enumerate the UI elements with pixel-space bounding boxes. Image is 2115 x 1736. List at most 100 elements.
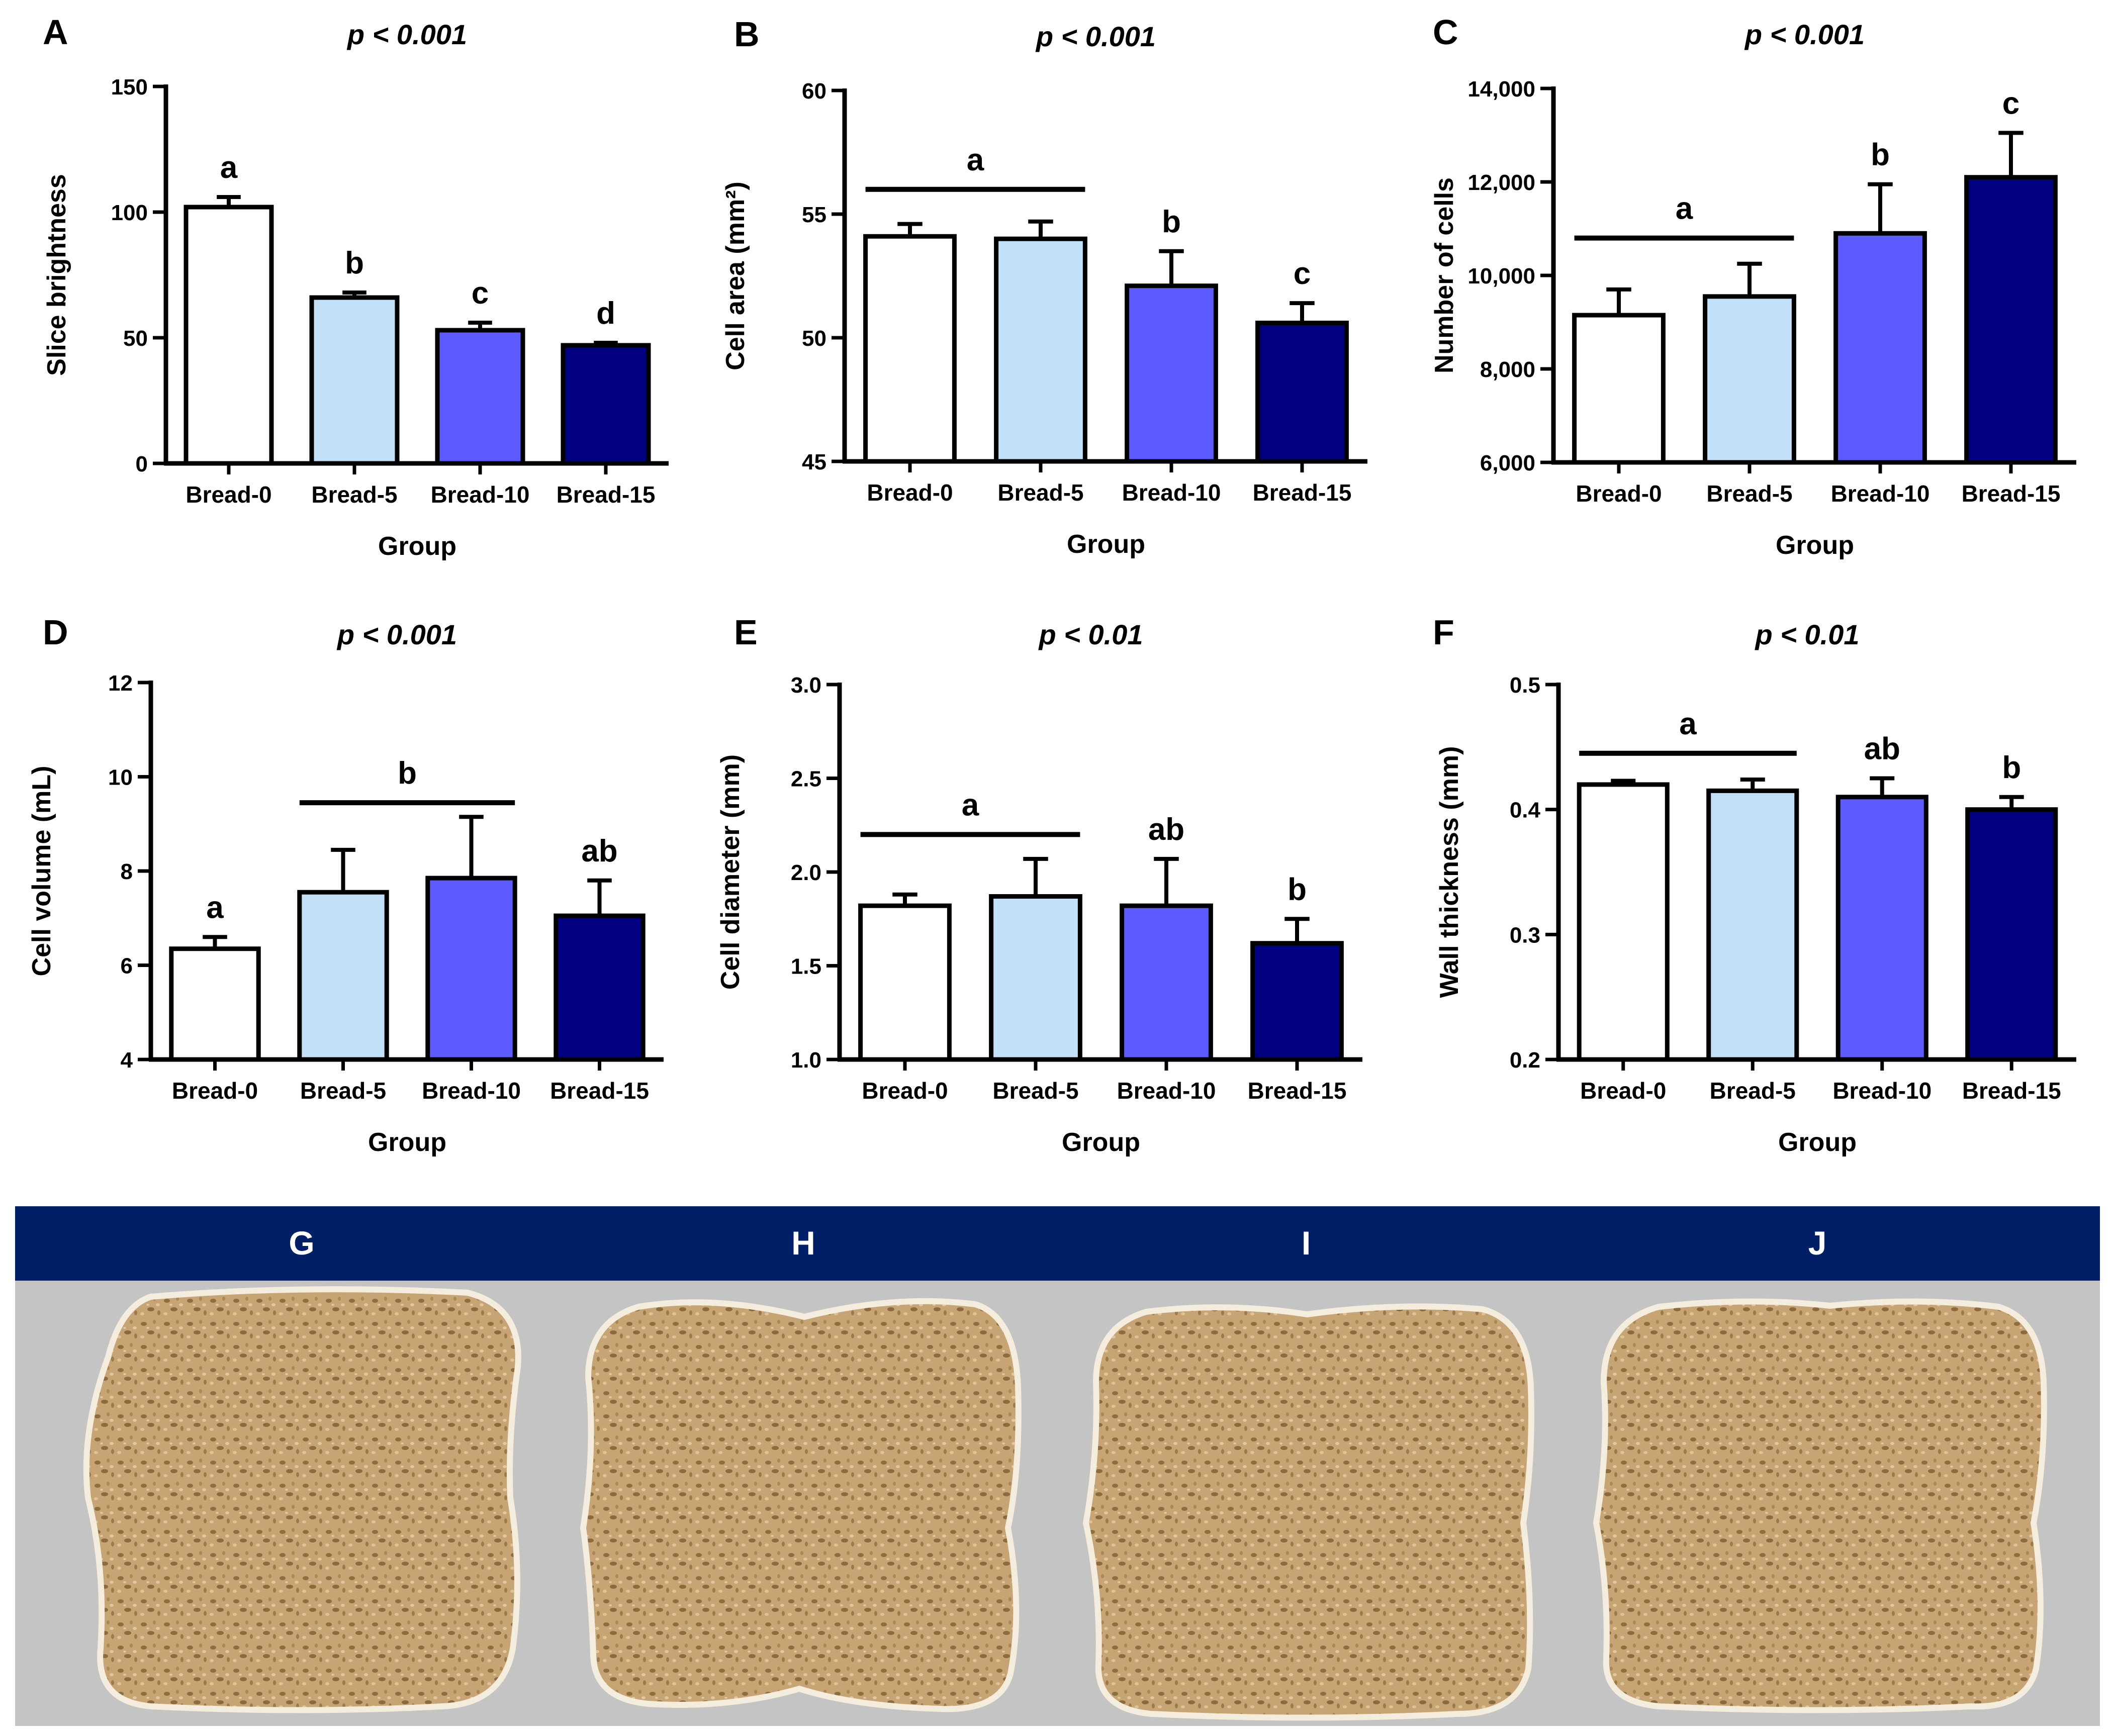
y-tick-label-d-0: 4 xyxy=(121,1048,133,1073)
pvalue-a: p < 0.001 xyxy=(346,19,467,50)
y-tick-label-e-1: 1.5 xyxy=(791,954,821,979)
bread-slice-g xyxy=(83,1286,521,1713)
x-tick-label-f-1: Bread-5 xyxy=(1710,1078,1796,1104)
bar-e-bread-0 xyxy=(858,903,952,1062)
sig-letter-b-0: a xyxy=(967,143,984,177)
bread-slice-h xyxy=(580,1298,1022,1712)
x-tick-label-e-0: Bread-0 xyxy=(862,1078,948,1104)
image-label-j: J xyxy=(1808,1224,1827,1262)
x-tick-label-a-3: Bread-15 xyxy=(557,481,656,508)
y-tick-label-c-4: 14,000 xyxy=(1467,77,1535,102)
sig-letter-e-0: a xyxy=(962,788,979,822)
pvalue-f: p < 0.01 xyxy=(1754,619,1859,650)
pvalue-d: p < 0.001 xyxy=(336,619,457,650)
sig-letter-f-0: a xyxy=(1679,707,1697,741)
y-tick-label-e-0: 1.0 xyxy=(791,1048,821,1073)
bar-d-bread-5 xyxy=(297,890,389,1062)
bar-e-bread-10 xyxy=(1120,903,1213,1062)
y-tick-label-b-3: 60 xyxy=(802,79,826,104)
bar-d-bread-10 xyxy=(425,876,517,1062)
bar-c-bread-15 xyxy=(1964,175,2058,465)
x-tick-label-c-2: Bread-10 xyxy=(1831,480,1930,507)
sig-letter-c-2: c xyxy=(2002,86,2019,121)
x-tick-label-b-1: Bread-5 xyxy=(997,479,1083,506)
x-axis-title-a: Group xyxy=(378,532,456,561)
bar-e-bread-5 xyxy=(989,894,1082,1062)
x-tick-label-d-0: Bread-0 xyxy=(172,1078,258,1104)
y-axis-title-f: Wall thickness (mm) xyxy=(1435,746,1464,998)
x-tick-label-c-1: Bread-5 xyxy=(1706,480,1792,507)
x-tick-label-f-2: Bread-10 xyxy=(1832,1078,1932,1104)
y-axis-title-c: Number of cells xyxy=(1430,177,1459,373)
sig-letter-a-3: d xyxy=(596,296,615,331)
sig-letter-e-1: ab xyxy=(1148,812,1184,847)
y-tick-label-e-2: 2.0 xyxy=(791,860,821,885)
y-tick-label-d-3: 10 xyxy=(108,765,133,790)
bar-a-bread-0 xyxy=(183,205,274,466)
y-tick-label-f-2: 0.4 xyxy=(1510,798,1541,823)
bar-f-bread-5 xyxy=(1706,788,1799,1062)
y-tick-label-d-4: 12 xyxy=(108,671,133,696)
pvalue-b: p < 0.001 xyxy=(1035,21,1156,52)
y-tick-label-e-4: 3.0 xyxy=(791,673,821,698)
y-tick-label-f-3: 0.5 xyxy=(1510,673,1540,698)
x-tick-label-a-0: Bread-0 xyxy=(186,481,271,508)
sig-letter-f-2: b xyxy=(2002,750,2021,785)
x-tick-label-f-3: Bread-15 xyxy=(1962,1078,2061,1104)
x-tick-label-d-3: Bread-15 xyxy=(550,1078,649,1104)
x-axis-title-f: Group xyxy=(1778,1128,1857,1157)
bread-slice-i xyxy=(1082,1303,1534,1721)
x-tick-label-b-2: Bread-10 xyxy=(1122,479,1221,506)
y-tick-label-a-2: 100 xyxy=(111,201,148,225)
panel-letter-e: E xyxy=(734,613,758,652)
sig-letter-a-0: a xyxy=(220,150,238,185)
pvalue-c: p < 0.001 xyxy=(1744,19,1865,50)
bar-c-bread-10 xyxy=(1833,231,1927,465)
x-tick-label-a-1: Bread-5 xyxy=(311,481,397,508)
bar-b-bread-10 xyxy=(1125,283,1218,464)
y-tick-label-c-0: 6,000 xyxy=(1480,451,1535,475)
x-tick-label-d-2: Bread-10 xyxy=(422,1078,521,1104)
sig-letter-a-2: c xyxy=(472,276,489,311)
images-label-banner xyxy=(15,1206,2100,1281)
x-axis-title-d: Group xyxy=(368,1128,446,1157)
y-tick-label-a-1: 50 xyxy=(123,326,148,351)
bar-e-bread-15 xyxy=(1250,941,1344,1062)
x-tick-label-c-3: Bread-15 xyxy=(1962,480,2061,507)
sig-letter-b-1: b xyxy=(1162,205,1181,239)
panel-letter-f: F xyxy=(1433,613,1454,652)
y-tick-label-f-1: 0.3 xyxy=(1510,923,1540,947)
sig-letter-d-2: ab xyxy=(581,834,617,869)
x-tick-label-e-3: Bread-15 xyxy=(1248,1078,1347,1104)
x-axis-title-e: Group xyxy=(1062,1128,1140,1157)
y-tick-label-c-3: 12,000 xyxy=(1467,170,1535,195)
bar-d-bread-0 xyxy=(169,946,261,1062)
bread-slice-j xyxy=(1593,1298,2047,1713)
x-tick-label-c-0: Bread-0 xyxy=(1576,480,1662,507)
sig-letter-a-1: b xyxy=(345,246,364,280)
y-tick-label-f-0: 0.2 xyxy=(1510,1048,1540,1073)
pvalue-e: p < 0.01 xyxy=(1038,619,1143,650)
y-tick-label-c-2: 10,000 xyxy=(1467,264,1535,288)
bar-a-bread-5 xyxy=(309,295,400,466)
panel-letter-d: D xyxy=(43,613,68,652)
bar-b-bread-5 xyxy=(994,236,1087,464)
x-tick-label-f-0: Bread-0 xyxy=(1580,1078,1666,1104)
sig-letter-d-1: b xyxy=(398,756,417,791)
y-axis-title-a: Slice brightness xyxy=(42,174,71,376)
x-axis-title-b: Group xyxy=(1067,530,1145,559)
panel-letter-c: C xyxy=(1433,13,1458,52)
sig-letter-b-2: c xyxy=(1294,256,1311,291)
sig-letter-d-0: a xyxy=(206,890,224,925)
bar-b-bread-0 xyxy=(863,234,957,464)
bar-f-bread-10 xyxy=(1835,795,1928,1062)
y-tick-label-a-0: 0 xyxy=(136,452,148,476)
sig-letter-c-0: a xyxy=(1676,191,1693,226)
y-tick-label-b-0: 45 xyxy=(802,450,826,474)
